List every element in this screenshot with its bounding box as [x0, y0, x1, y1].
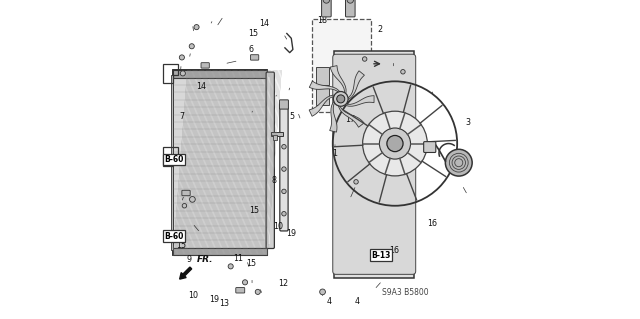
FancyBboxPatch shape — [280, 100, 289, 109]
Circle shape — [337, 95, 345, 103]
Bar — [316, 67, 329, 85]
Polygon shape — [330, 66, 346, 95]
Bar — [173, 70, 268, 78]
Polygon shape — [309, 81, 340, 93]
Circle shape — [332, 125, 337, 130]
Text: 14: 14 — [259, 19, 269, 28]
FancyBboxPatch shape — [266, 72, 275, 249]
Text: FR.: FR. — [197, 255, 214, 264]
Circle shape — [323, 0, 330, 3]
Bar — [316, 88, 329, 105]
Text: 2: 2 — [377, 25, 382, 34]
FancyBboxPatch shape — [424, 142, 436, 152]
Bar — [171, 75, 173, 250]
Text: 15: 15 — [246, 259, 257, 268]
Circle shape — [255, 289, 260, 294]
Bar — [334, 51, 414, 278]
Circle shape — [362, 57, 367, 61]
Circle shape — [282, 167, 286, 171]
Circle shape — [189, 197, 195, 202]
Text: 19: 19 — [286, 229, 296, 238]
Circle shape — [282, 189, 286, 194]
Text: 9: 9 — [187, 256, 192, 264]
Text: 16: 16 — [389, 246, 399, 255]
Text: 4: 4 — [355, 297, 360, 306]
Text: 15: 15 — [248, 29, 258, 38]
Circle shape — [363, 111, 428, 176]
Text: 16: 16 — [428, 219, 437, 228]
Circle shape — [194, 25, 199, 30]
Text: 15: 15 — [249, 206, 259, 215]
Circle shape — [179, 55, 184, 60]
FancyBboxPatch shape — [236, 288, 244, 293]
FancyBboxPatch shape — [346, 0, 355, 17]
Text: 14: 14 — [196, 82, 206, 91]
FancyBboxPatch shape — [280, 107, 288, 231]
FancyBboxPatch shape — [201, 63, 209, 68]
Text: 6: 6 — [248, 45, 253, 54]
Circle shape — [387, 136, 403, 152]
Circle shape — [333, 92, 348, 106]
Text: 12: 12 — [278, 279, 289, 288]
Bar — [312, 19, 371, 112]
Text: 4: 4 — [326, 297, 332, 306]
Circle shape — [180, 71, 186, 76]
Text: 8: 8 — [271, 176, 276, 185]
Bar — [333, 88, 346, 105]
Polygon shape — [309, 95, 336, 116]
Circle shape — [347, 0, 353, 3]
FancyBboxPatch shape — [321, 0, 331, 17]
Text: 18: 18 — [317, 16, 328, 25]
Text: 10: 10 — [188, 291, 198, 300]
Text: 7: 7 — [180, 112, 185, 121]
Circle shape — [401, 70, 405, 74]
Text: S9A3 B5800: S9A3 B5800 — [382, 288, 429, 297]
Bar — [173, 248, 268, 255]
Bar — [350, 67, 364, 85]
FancyArrow shape — [180, 267, 192, 279]
Circle shape — [282, 211, 286, 216]
Circle shape — [320, 289, 325, 295]
FancyBboxPatch shape — [182, 190, 190, 196]
Text: 17: 17 — [346, 115, 356, 124]
Text: 13: 13 — [220, 299, 229, 308]
Polygon shape — [339, 104, 364, 127]
Text: 5: 5 — [289, 112, 294, 121]
Bar — [173, 70, 268, 255]
Circle shape — [228, 264, 233, 269]
Polygon shape — [347, 71, 364, 100]
Text: 1: 1 — [333, 149, 337, 158]
Bar — [271, 132, 283, 136]
Text: 19: 19 — [209, 295, 219, 304]
FancyBboxPatch shape — [333, 54, 416, 274]
Circle shape — [243, 280, 248, 285]
Bar — [350, 88, 364, 105]
Polygon shape — [330, 100, 337, 132]
Text: B-60: B-60 — [164, 155, 184, 164]
Bar — [268, 77, 270, 244]
Text: 15: 15 — [176, 241, 186, 250]
Bar — [333, 67, 346, 85]
Circle shape — [354, 180, 358, 184]
Circle shape — [445, 149, 472, 176]
Text: 11: 11 — [234, 254, 244, 263]
Circle shape — [182, 204, 187, 208]
Text: 10: 10 — [273, 222, 283, 231]
Circle shape — [189, 44, 195, 49]
Text: B-13: B-13 — [371, 251, 390, 260]
Bar — [173, 70, 268, 255]
FancyBboxPatch shape — [250, 55, 259, 60]
Circle shape — [380, 128, 410, 159]
Bar — [273, 135, 276, 140]
Text: B-60: B-60 — [164, 232, 184, 241]
Polygon shape — [344, 96, 374, 106]
Text: 3: 3 — [466, 118, 471, 127]
Circle shape — [282, 145, 286, 149]
